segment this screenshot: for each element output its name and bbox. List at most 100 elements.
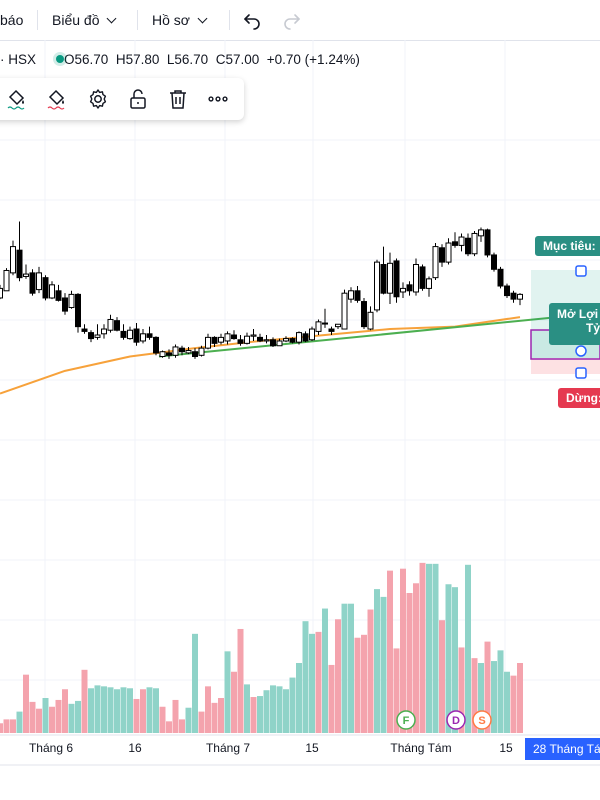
volume-bar (166, 721, 172, 733)
volume-bar (348, 603, 354, 733)
candle-body (146, 333, 153, 338)
fill-color-icon[interactable] (4, 87, 28, 111)
volume-bar (120, 687, 127, 733)
x-tick-label: Tháng Tám (390, 741, 451, 755)
volume-bar (452, 587, 458, 733)
volume-bar (114, 689, 120, 733)
volume-bar (471, 658, 478, 733)
candle-body (192, 351, 198, 358)
candle-body (166, 352, 172, 356)
profile-menu-button[interactable]: Hồ sơ (152, 0, 208, 40)
volume-bar (250, 697, 257, 733)
event-marker (396, 710, 416, 730)
volume-bar (159, 706, 166, 733)
volume-bar (484, 641, 491, 733)
volume-bar (406, 593, 413, 733)
volume-bar (94, 685, 101, 733)
unlock-icon[interactable] (126, 87, 150, 111)
market-status-icon (56, 55, 65, 64)
undo-icon[interactable] (242, 10, 262, 30)
candle-body (270, 339, 276, 347)
volume-bar (153, 688, 159, 733)
trash-icon[interactable] (166, 87, 190, 111)
candle-body (478, 229, 484, 237)
volume-bar (328, 664, 335, 733)
x-tick-label: 15 (305, 741, 319, 755)
volume-bar (23, 674, 29, 733)
menu-item-bao[interactable]: báo (0, 12, 24, 28)
more-icon[interactable] (206, 87, 230, 111)
candle-body (42, 277, 49, 299)
candle-body (465, 237, 471, 255)
candle-body (439, 247, 445, 263)
candle-body (120, 330, 127, 338)
candle-body (159, 351, 166, 358)
volume-bar (224, 651, 231, 733)
volume-bar (75, 700, 81, 733)
target-label: Mục tiêu: (543, 239, 596, 253)
event-marker (472, 710, 492, 730)
candle-body (458, 236, 465, 246)
candle-body (257, 336, 263, 342)
line-color-icon[interactable] (44, 87, 68, 111)
volume-bar (244, 684, 250, 733)
candle-body (62, 297, 68, 312)
settings-icon[interactable] (86, 87, 110, 111)
chart-menu-button[interactable]: Biểu đồ (52, 0, 117, 40)
volume-bar (211, 702, 218, 733)
volume-bar (465, 564, 471, 733)
candle-body (328, 328, 335, 332)
high-value: H57.80 (115, 52, 160, 67)
candle-body (335, 323, 341, 328)
volume-bar (504, 671, 510, 733)
volume-bar (205, 686, 211, 733)
volume-bar (231, 671, 237, 733)
volume-bar (68, 703, 75, 733)
candle-body (172, 346, 179, 356)
volume-bar (296, 663, 302, 733)
volume-bar (497, 650, 504, 733)
candle-body (374, 261, 380, 311)
candle-body (302, 333, 309, 342)
chart-grid (0, 40, 600, 733)
volume-bar (192, 633, 198, 733)
candle-body (94, 334, 101, 338)
redo-icon[interactable] (282, 10, 302, 30)
candle-body (283, 338, 289, 342)
date-badge (525, 738, 600, 760)
candle-body (484, 229, 491, 256)
stop-handle (575, 367, 587, 379)
candle-body (426, 278, 432, 289)
candle-body (406, 284, 413, 292)
candle-body (68, 293, 75, 309)
x-tick-label: Tháng 7 (206, 741, 250, 755)
candle-body (393, 260, 400, 298)
open-label-2: Tỷ (586, 321, 600, 335)
volume-bar (309, 633, 315, 733)
toolbar-divider (137, 10, 138, 30)
symbol-label[interactable]: · HSX (0, 52, 37, 67)
candle-body (101, 328, 107, 335)
toolbar-divider (37, 10, 38, 30)
candle-body (432, 246, 439, 279)
event-marker (446, 710, 466, 730)
candle-body (185, 350, 192, 354)
candle-body (140, 333, 146, 342)
top-toolbar: báo Biểu đồ Hồ sơ (0, 0, 600, 41)
volume-bar (172, 699, 179, 733)
volume-bar (367, 609, 374, 733)
ohlc-legend: · HSX O56.70 H57.80 L56.70 C57.00 +0.70 (… (0, 48, 360, 72)
stop-label: Dừng: (566, 391, 600, 405)
candle-body (237, 339, 244, 344)
close-value: C57.00 (215, 52, 260, 67)
candle-body (81, 328, 88, 332)
volume-bar (289, 677, 296, 733)
volume-bar (140, 689, 146, 733)
candle-body (263, 339, 270, 342)
candle-body (231, 334, 237, 340)
candle-body (49, 284, 55, 299)
candle-body (205, 336, 211, 349)
